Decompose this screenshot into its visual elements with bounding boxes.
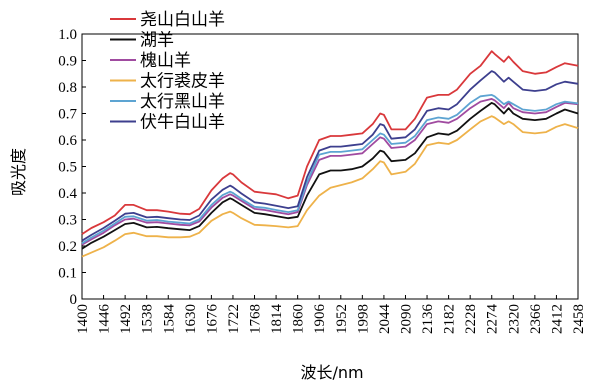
x-tick-label: 1446	[97, 304, 113, 335]
x-tick-label: 1998	[355, 304, 371, 334]
x-tick-label: 1722	[226, 304, 242, 334]
y-tick-label: 0.9	[58, 54, 77, 70]
y-tick-label: 0.6	[58, 133, 77, 149]
x-tick-label: 2458	[571, 304, 587, 334]
legend-label: 伏牛白山羊	[140, 113, 225, 133]
y-tick-label: 0.4	[58, 186, 77, 202]
y-axis: 0 0.1 0.2 0.3 0.4 0.5 0.6 0.7 0.8 0.9 1.0	[58, 27, 86, 308]
series-line	[81, 102, 579, 250]
x-axis: 1400 1446 1492 1538 1584 1630 1676 1722 1768 1814…	[75, 295, 587, 334]
y-tick-label: 0.2	[58, 239, 77, 255]
legend-label: 尧山白山羊	[140, 10, 225, 30]
x-tick-label: 1400	[75, 304, 91, 334]
x-tick-label: 2412	[549, 304, 565, 334]
y-tick-label: 0.7	[58, 107, 77, 123]
x-tick-label: 2136	[420, 304, 436, 335]
x-tick-label: 1584	[161, 304, 177, 335]
series-line	[81, 98, 579, 246]
y-tick-label: 0.5	[58, 160, 77, 176]
x-tick-label: 1814	[269, 304, 285, 335]
legend-label: 太行黑山羊	[140, 92, 225, 112]
series-line	[81, 115, 579, 258]
series-line	[81, 94, 579, 245]
x-tick-label: 1906	[312, 304, 328, 335]
x-tick-label: 1768	[248, 304, 264, 334]
series-line	[81, 50, 579, 235]
x-tick-label: 2320	[506, 304, 522, 334]
x-tick-label: 2228	[463, 304, 479, 334]
x-tick-label: 1538	[140, 304, 156, 334]
y-tick-label: 0.3	[58, 213, 77, 229]
x-tick-label: 1492	[118, 304, 134, 334]
series-lines	[81, 50, 579, 258]
x-tick-label: 2274	[485, 304, 501, 335]
y-axis-title: 吸光度	[9, 148, 28, 196]
x-tick-label: 1676	[204, 304, 220, 335]
y-tick-label: 1.0	[58, 27, 77, 43]
y-tick-label: 0.1	[58, 266, 77, 282]
legend-label: 槐山羊	[140, 51, 191, 71]
x-tick-label: 1952	[334, 304, 350, 334]
y-tick-label: 0.8	[58, 80, 77, 96]
series-line	[81, 70, 579, 242]
x-tick-label: 2090	[398, 304, 414, 334]
x-tick-label: 2044	[377, 304, 393, 335]
x-axis-title: 波长/nm	[300, 363, 363, 382]
x-tick-label: 1860	[291, 304, 307, 334]
x-tick-label: 2366	[528, 304, 544, 335]
legend-label: 湖羊	[140, 31, 174, 51]
y-tick-label: 0	[70, 292, 78, 308]
legend-label: 太行裘皮羊	[140, 72, 225, 92]
x-tick-label: 2182	[442, 304, 458, 334]
x-tick-label: 1630	[183, 304, 199, 334]
